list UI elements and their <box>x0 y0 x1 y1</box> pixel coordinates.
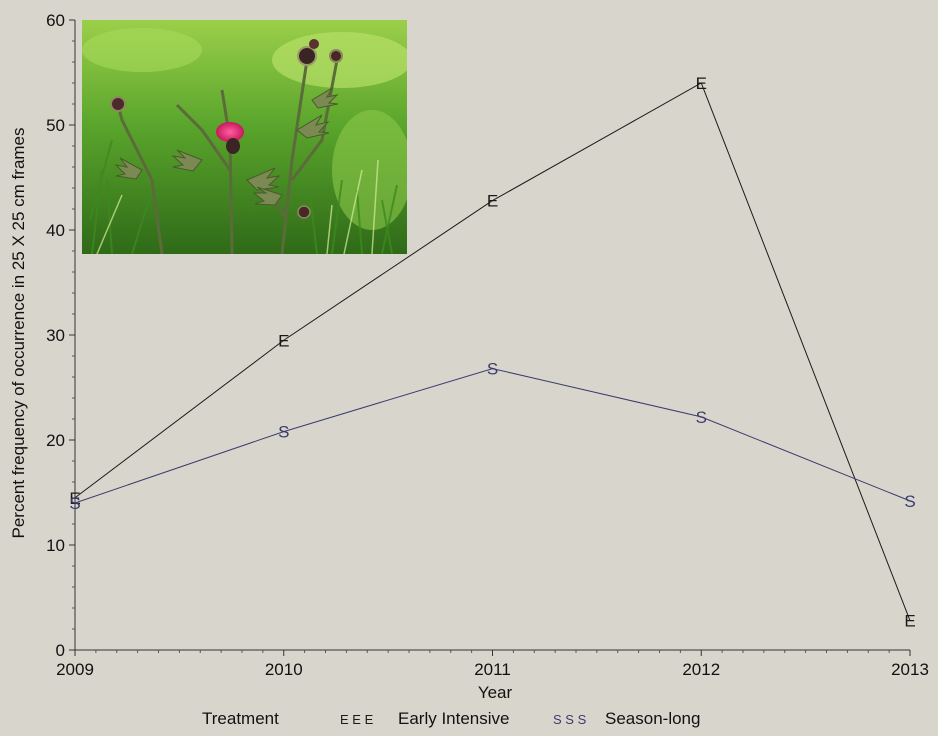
y-tick-label: 50 <box>46 116 65 135</box>
data-point-season-long: S <box>904 492 915 511</box>
data-point-early-intensive: E <box>487 192 498 211</box>
y-tick-label: 20 <box>46 431 65 450</box>
y-axis-label: Percent frequency of occurrence in 25 X … <box>9 127 28 538</box>
series-line-season-long <box>74 368 911 504</box>
legend-label-season-long: Season-long <box>605 709 700 728</box>
series-line-early-intensive <box>74 82 911 621</box>
data-point-early-intensive: E <box>278 331 289 350</box>
data-point-early-intensive: E <box>69 489 80 508</box>
legend-label-early-intensive: Early Intensive <box>398 709 510 728</box>
x-tick-label: 2009 <box>56 660 94 679</box>
y-tick-label: 0 <box>56 641 65 660</box>
x-tick-label: 2010 <box>265 660 303 679</box>
axis-ticks: 0 10 20 30 40 50 60 2009 2010 2011 2012 2013 <box>46 11 929 679</box>
x-tick-label: 2013 <box>891 660 929 679</box>
thistle-photo <box>82 20 412 255</box>
y-tick-label: 10 <box>46 536 65 555</box>
legend: Treatment E E E Early Intensive S S S Se… <box>202 709 700 728</box>
x-tick-label: 2012 <box>682 660 720 679</box>
thistle-photo-inset <box>82 20 412 255</box>
data-point-early-intensive: E <box>904 612 915 631</box>
legend-symbol-early-intensive: E E E <box>340 712 374 727</box>
series-lines <box>74 82 911 621</box>
x-tick-label: 2011 <box>474 660 511 679</box>
x-axis-label: Year <box>478 683 513 702</box>
legend-title: Treatment <box>202 709 279 728</box>
y-tick-label: 30 <box>46 326 65 345</box>
data-point-early-intensive: E <box>696 74 707 93</box>
y-tick-label: 60 <box>46 11 65 30</box>
data-point-season-long: S <box>278 423 289 442</box>
data-point-season-long: S <box>487 360 498 379</box>
data-point-season-long: S <box>696 408 707 427</box>
y-tick-label: 40 <box>46 221 65 240</box>
legend-symbol-season-long: S S S <box>553 712 587 727</box>
data-point-season-long: S <box>69 494 80 513</box>
